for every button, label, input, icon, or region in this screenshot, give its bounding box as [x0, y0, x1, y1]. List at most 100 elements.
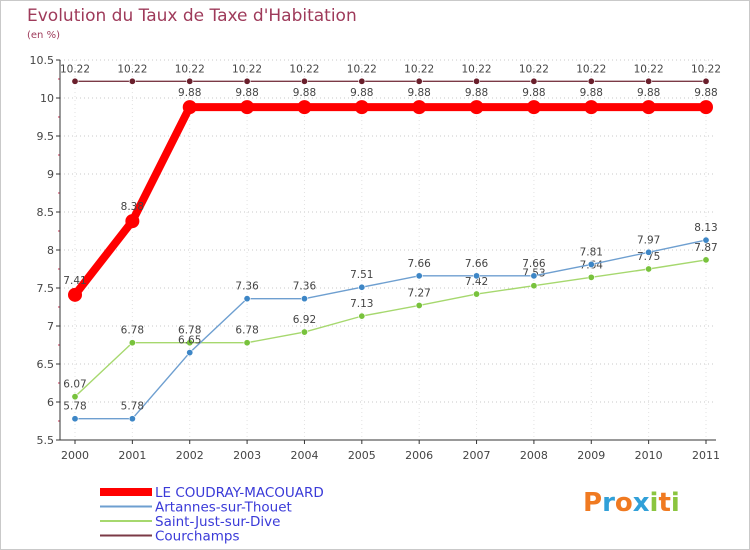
- series-line-2: [74, 259, 707, 398]
- data-label: 6.78: [121, 325, 144, 337]
- y-tick-label: 6.5: [37, 358, 55, 371]
- data-point: [473, 290, 481, 298]
- data-label: 7.66: [522, 258, 546, 270]
- data-label: 10.22: [576, 63, 606, 75]
- x-tick-label: 2004: [290, 449, 318, 462]
- data-point: [186, 339, 194, 347]
- data-label: 7.36: [293, 281, 317, 293]
- data-label: 9.88: [235, 87, 258, 99]
- data-label: 6.92: [293, 314, 316, 326]
- data-label: 7.13: [350, 298, 373, 310]
- data-point: [587, 273, 595, 281]
- series-line-0: [71, 103, 710, 299]
- data-label: 7.87: [694, 242, 717, 254]
- data-point: [240, 100, 255, 115]
- x-tick-label: 2003: [233, 449, 261, 462]
- data-label: 5.78: [63, 401, 86, 413]
- data-point: [71, 415, 79, 423]
- data-point: [702, 77, 710, 85]
- data-point: [530, 77, 538, 85]
- y-tick-label: 9: [47, 168, 54, 181]
- data-label: 7.27: [407, 287, 430, 299]
- data-label: 9.88: [293, 87, 316, 99]
- data-point: [354, 100, 369, 115]
- data-label: 6.65: [178, 335, 201, 347]
- x-tick-label: 2002: [176, 449, 204, 462]
- data-label: 7.42: [465, 276, 488, 288]
- data-label: 7.51: [350, 269, 373, 281]
- logo-letter: i: [649, 488, 659, 518]
- data-point: [473, 272, 481, 280]
- logo-letter: t: [658, 488, 671, 518]
- data-point: [300, 77, 308, 85]
- data-point: [71, 393, 79, 401]
- y-tick-label: 9.5: [37, 130, 55, 143]
- data-point: [469, 100, 484, 115]
- y-tick-label: 7.5: [37, 282, 55, 295]
- data-label: 5.78: [121, 401, 144, 413]
- x-tick-label: 2005: [348, 449, 376, 462]
- data-point: [587, 77, 595, 85]
- logo-letter: x: [632, 488, 650, 518]
- data-point: [186, 349, 194, 357]
- data-point: [526, 100, 541, 115]
- chart-title: Evolution du Taux de Taxe d'Habitation: [27, 6, 357, 26]
- legend-label: LE COUDRAY-MACOUARD: [155, 485, 324, 501]
- data-point: [182, 100, 197, 115]
- logo-letter: o: [614, 488, 633, 518]
- data-point: [530, 272, 538, 280]
- data-label: 10.22: [691, 63, 721, 75]
- x-tick-label: 2000: [61, 449, 89, 462]
- data-label: 10.22: [60, 63, 90, 75]
- data-point: [587, 260, 595, 268]
- x-tick-label: 2009: [577, 449, 605, 462]
- data-point: [530, 282, 538, 290]
- data-point: [702, 236, 710, 244]
- data-point: [473, 77, 481, 85]
- y-tick-label: 6: [47, 396, 54, 409]
- data-label: 7.36: [235, 281, 259, 293]
- data-point: [641, 100, 656, 115]
- data-point: [415, 77, 423, 85]
- data-label: 8.38: [121, 201, 144, 213]
- data-label: 6.78: [235, 325, 258, 337]
- data-label: 7.66: [407, 258, 431, 270]
- data-point: [702, 256, 710, 264]
- proxiti-logo: Proxiti: [583, 488, 680, 518]
- x-tick-label: 2011: [692, 449, 720, 462]
- data-point: [68, 287, 82, 302]
- data-point: [243, 339, 251, 347]
- logo-letter: i: [670, 488, 680, 518]
- data-label: 10.22: [347, 63, 377, 75]
- x-tick-label: 2008: [520, 449, 548, 462]
- data-label: 6.78: [178, 325, 201, 337]
- data-point: [699, 100, 713, 115]
- data-label: 7.81: [580, 246, 603, 258]
- data-label: 10.22: [519, 63, 549, 75]
- data-point: [415, 301, 423, 309]
- legend-label: Courchamps: [155, 529, 240, 545]
- data-point: [297, 100, 312, 115]
- y-tick-label: 8.5: [37, 206, 55, 219]
- data-label: 9.88: [694, 87, 717, 99]
- y-tick-label: 10.5: [30, 54, 55, 67]
- x-tick-label: 2010: [635, 449, 663, 462]
- x-tick-label: 2001: [118, 449, 146, 462]
- y-tick-label: 7: [47, 320, 54, 333]
- data-label: 7.41: [63, 275, 86, 287]
- data-label: 10.22: [404, 63, 434, 75]
- data-label: 10.22: [117, 63, 147, 75]
- y-tick-label: 10: [40, 92, 54, 105]
- data-point: [186, 77, 194, 85]
- data-point: [584, 100, 599, 115]
- data-label: 8.13: [694, 222, 717, 234]
- data-label: 7.97: [637, 234, 660, 246]
- data-label: 9.88: [580, 87, 603, 99]
- data-label: 9.88: [178, 87, 201, 99]
- data-point: [300, 295, 308, 303]
- data-label: 10.22: [462, 63, 492, 75]
- data-label: 9.88: [522, 87, 545, 99]
- data-label: 10.22: [175, 63, 205, 75]
- data-point: [128, 415, 136, 423]
- x-tick-label: 2006: [405, 449, 433, 462]
